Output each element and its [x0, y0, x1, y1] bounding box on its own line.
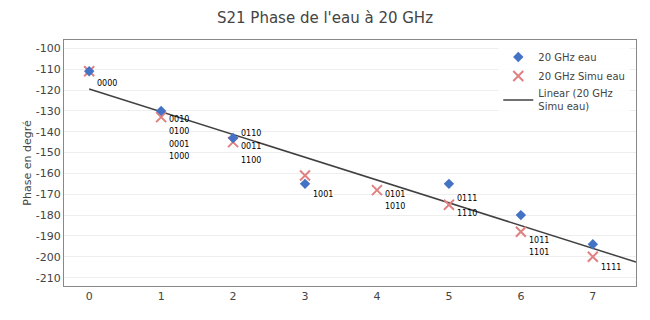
- svg-text:0100: 0100: [169, 127, 189, 136]
- svg-text:-210: -210: [36, 272, 61, 285]
- svg-text:S21 Phase de l'eau à 20 GHz: S21 Phase de l'eau à 20 GHz: [217, 9, 433, 27]
- svg-text:1: 1: [158, 290, 165, 303]
- svg-text:1001: 1001: [313, 190, 333, 199]
- svg-text:1111: 1111: [601, 263, 621, 272]
- svg-text:0001: 0001: [169, 140, 189, 149]
- svg-text:0111: 0111: [457, 194, 477, 203]
- svg-text:20 GHz Simu eau: 20 GHz Simu eau: [538, 71, 625, 82]
- svg-text:0000: 0000: [97, 79, 117, 88]
- svg-text:0011: 0011: [241, 142, 261, 151]
- svg-text:2: 2: [230, 290, 237, 303]
- svg-text:4: 4: [373, 290, 380, 303]
- svg-text:-100: -100: [36, 42, 61, 55]
- svg-text:0010: 0010: [169, 115, 189, 124]
- svg-text:-180: -180: [36, 209, 61, 222]
- svg-text:1101: 1101: [529, 248, 549, 257]
- svg-text:1000: 1000: [169, 152, 189, 161]
- svg-text:-150: -150: [36, 146, 61, 159]
- svg-text:5: 5: [445, 290, 452, 303]
- svg-text:3: 3: [302, 290, 309, 303]
- svg-text:-170: -170: [36, 188, 61, 201]
- svg-text:-110: -110: [36, 63, 61, 76]
- svg-text:1010: 1010: [385, 202, 405, 211]
- svg-text:0101: 0101: [385, 190, 405, 199]
- svg-text:-120: -120: [36, 84, 61, 97]
- svg-text:1011: 1011: [529, 236, 549, 245]
- svg-text:-140: -140: [36, 126, 61, 139]
- svg-text:0110: 0110: [241, 129, 261, 138]
- svg-text:Linear (20 GHzSimu eau): Linear (20 GHzSimu eau): [538, 88, 613, 112]
- svg-text:6: 6: [517, 290, 524, 303]
- svg-text:1110: 1110: [457, 209, 477, 218]
- svg-text:-190: -190: [36, 230, 61, 243]
- svg-text:7: 7: [589, 290, 596, 303]
- svg-text:0: 0: [86, 290, 93, 303]
- svg-text:-130: -130: [36, 105, 61, 118]
- svg-text:Phase en degré: Phase en degré: [21, 120, 34, 206]
- svg-text:-200: -200: [36, 251, 61, 264]
- svg-text:-160: -160: [36, 167, 61, 180]
- svg-text:1100: 1100: [241, 156, 261, 165]
- svg-text:20 GHz eau: 20 GHz eau: [538, 52, 596, 63]
